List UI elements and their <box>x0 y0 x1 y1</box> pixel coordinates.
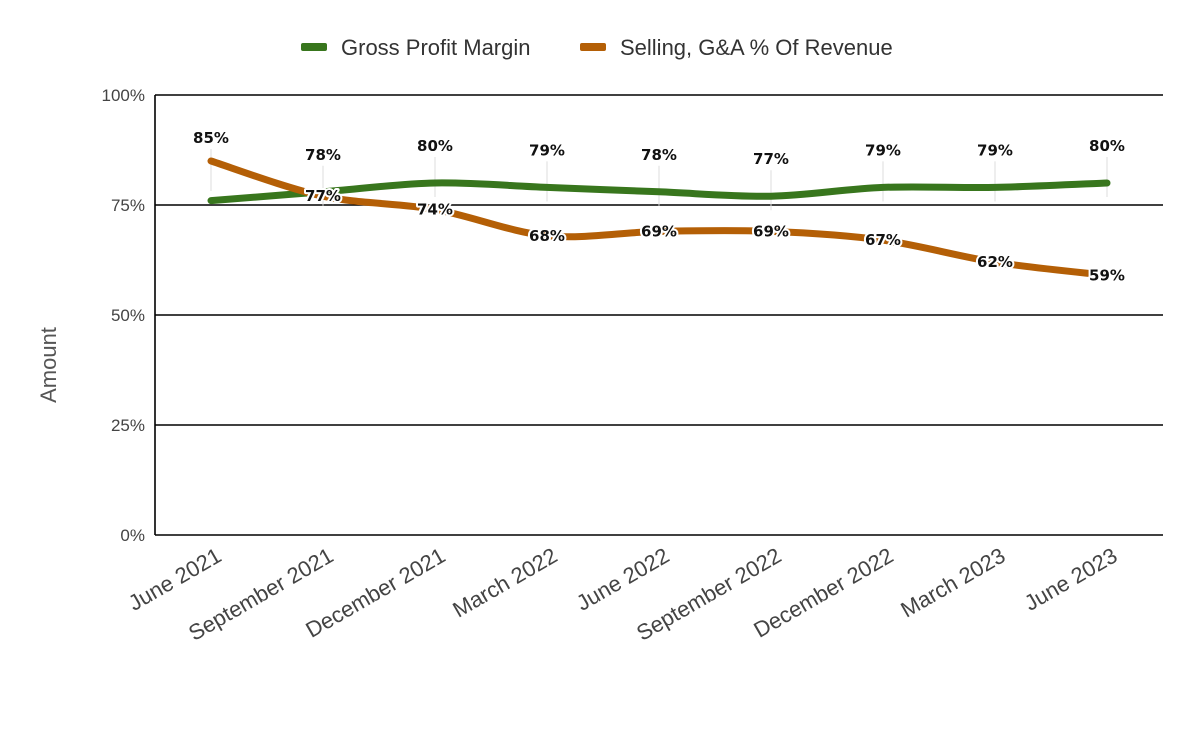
legend-label-selling-g-a-of-revenue: Selling, G&A % Of Revenue <box>620 35 893 60</box>
label-leader-lines <box>210 149 1108 211</box>
x-tick-label: March 2023 <box>896 543 1009 623</box>
legend-label-gross-profit-margin: Gross Profit Margin <box>341 35 531 60</box>
x-tick-label: June 2022 <box>572 543 673 616</box>
data-label-selling-g-a-of-revenue: 67% <box>865 231 901 249</box>
x-tick-label: March 2022 <box>448 543 561 623</box>
data-label-gross-profit-margin: 78% <box>641 146 677 164</box>
legend-swatch-gross-profit-margin <box>301 43 327 51</box>
y-tick-label: 25% <box>111 416 145 435</box>
data-label-selling-g-a-of-revenue: 77% <box>305 187 341 205</box>
data-label-selling-g-a-of-revenue: 62% <box>977 253 1013 271</box>
y-tick-label: 75% <box>111 196 145 215</box>
legend-swatch-selling-g-a-of-revenue <box>580 43 606 51</box>
x-tick-label: June 2023 <box>1020 543 1121 616</box>
data-label-gross-profit-margin: 78% <box>305 146 341 164</box>
x-tick-label: June 2021 <box>124 543 225 616</box>
data-label-selling-g-a-of-revenue: 59% <box>1089 266 1125 284</box>
y-axis-title: Amount <box>36 327 61 403</box>
data-label-gross-profit-margin: 79% <box>865 141 901 159</box>
y-tick-label: 100% <box>102 86 145 105</box>
data-label-selling-g-a-of-revenue: 69% <box>753 222 789 240</box>
y-tick-label: 0% <box>120 526 145 545</box>
data-labels: 78% 80% 79% 78% 77% 79% 79% 80% 85% 77% 74% 68% 69% 6… <box>191 127 1127 286</box>
data-label-selling-g-a-of-revenue: 68% <box>529 227 565 245</box>
y-tick-label: 50% <box>111 306 145 325</box>
data-label-gross-profit-margin: 79% <box>977 141 1013 159</box>
series-line-selling-g-a-of-revenue <box>207 157 1111 279</box>
data-label-selling-g-a-of-revenue: 74% <box>417 200 453 218</box>
series-lines <box>207 157 1111 279</box>
series-line-gross-profit-margin <box>207 179 1111 205</box>
data-label-gross-profit-margin: 80% <box>417 137 453 155</box>
data-label-selling-g-a-of-revenue: 85% <box>193 129 229 147</box>
data-label-gross-profit-margin: 77% <box>753 150 789 168</box>
legend: Gross Profit Margin Selling, G&A % Of Rev… <box>301 35 893 60</box>
data-label-gross-profit-margin: 79% <box>529 141 565 159</box>
y-axis-ticks: 0% 25% 50% 75% 100% <box>102 86 145 545</box>
data-label-selling-g-a-of-revenue: 69% <box>641 222 677 240</box>
data-label-gross-profit-margin: 80% <box>1089 137 1125 155</box>
